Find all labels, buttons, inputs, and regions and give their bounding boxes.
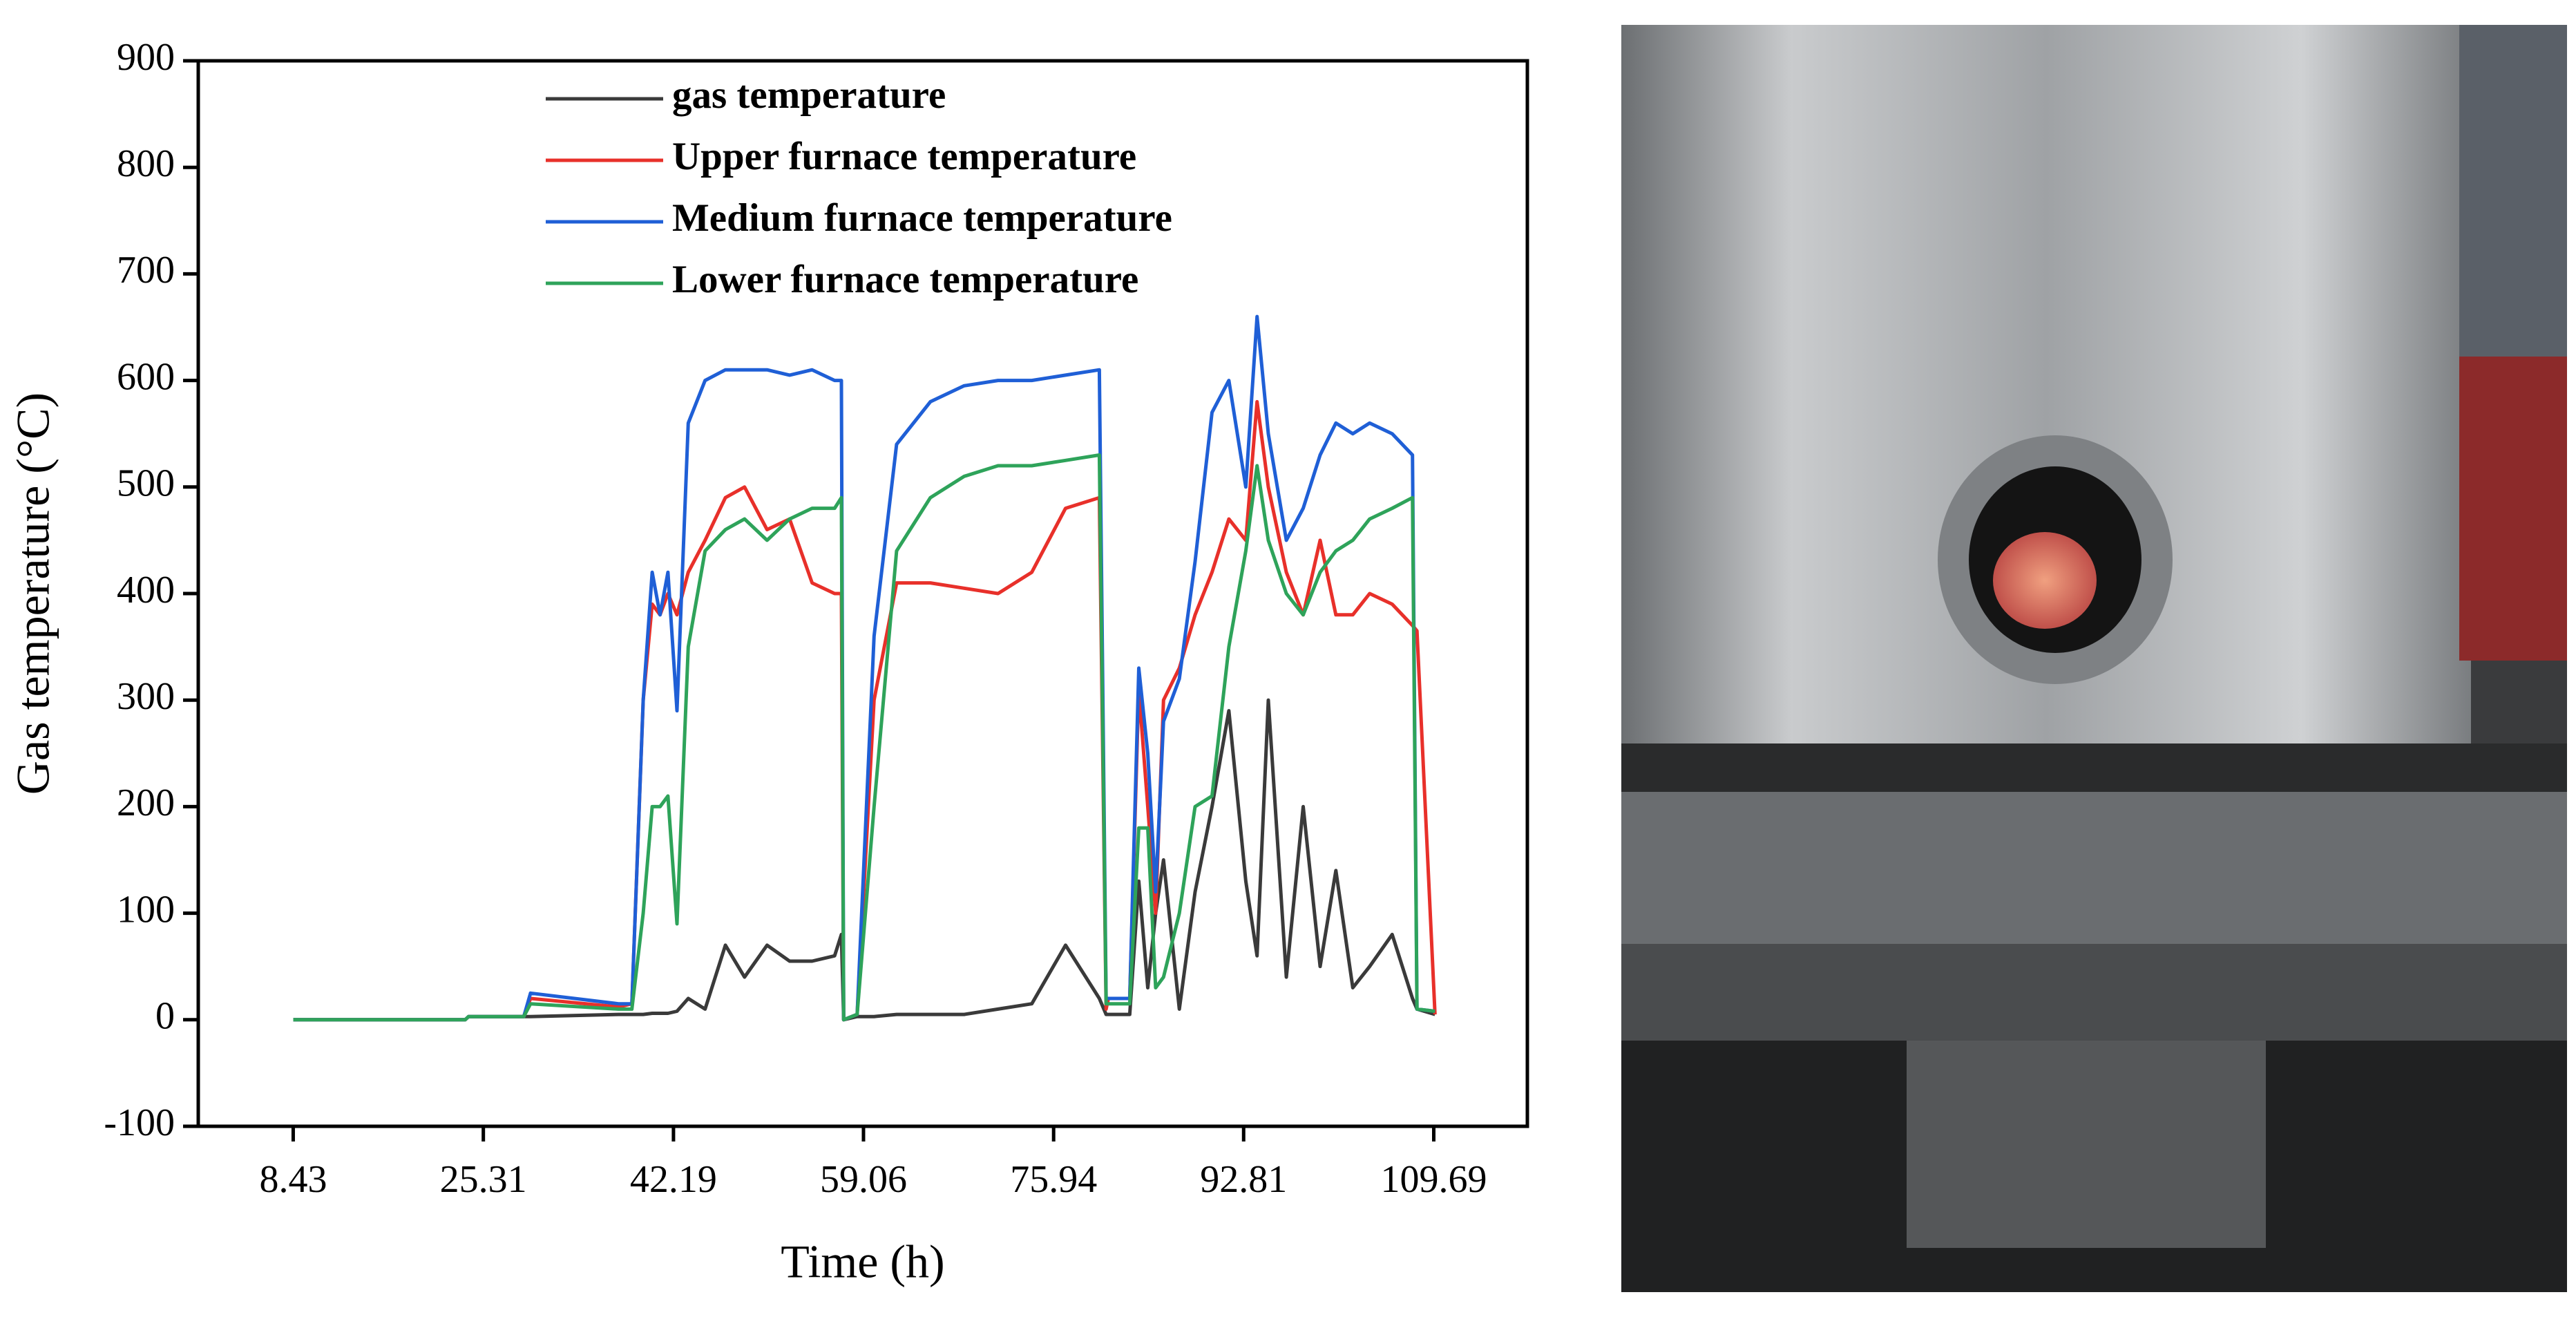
y-tick-label: 700 (117, 249, 175, 292)
x-tick-label: 25.31 (440, 1158, 527, 1201)
photo (1621, 25, 2567, 1292)
series-line (293, 453, 1435, 1022)
x-tick-label: 109.69 (1381, 1158, 1487, 1201)
y-tick-label: 500 (117, 462, 175, 505)
legend-label: gas temperature (672, 73, 946, 117)
x-tick-label: 75.94 (1010, 1158, 1097, 1201)
x-tick-label: 59.06 (820, 1158, 907, 1201)
y-tick-label: -100 (104, 1101, 175, 1144)
y-tick-label: 800 (117, 142, 175, 185)
x-axis-title: Time (h) (781, 1235, 944, 1288)
legend-label: Medium furnace temperature (672, 196, 1172, 240)
y-tick-label: 100 (117, 888, 175, 931)
y-tick-label: 300 (117, 675, 175, 718)
y-tick-label: 900 (117, 36, 175, 79)
x-tick-label: 42.19 (630, 1158, 717, 1201)
y-tick-label: 600 (117, 355, 175, 398)
y-tick-label: 400 (117, 569, 175, 612)
x-tick-label: 92.81 (1200, 1158, 1287, 1201)
legend-label: Upper furnace temperature (672, 135, 1136, 178)
y-axis-title: Gas temperature (°C) (7, 392, 59, 795)
legend-label: Lower furnace temperature (672, 258, 1138, 301)
series-line (293, 698, 1436, 1022)
series-line (293, 314, 1435, 1022)
y-tick-label: 0 (155, 995, 175, 1038)
x-tick-label: 8.43 (259, 1158, 327, 1201)
y-tick-label: 200 (117, 781, 175, 824)
